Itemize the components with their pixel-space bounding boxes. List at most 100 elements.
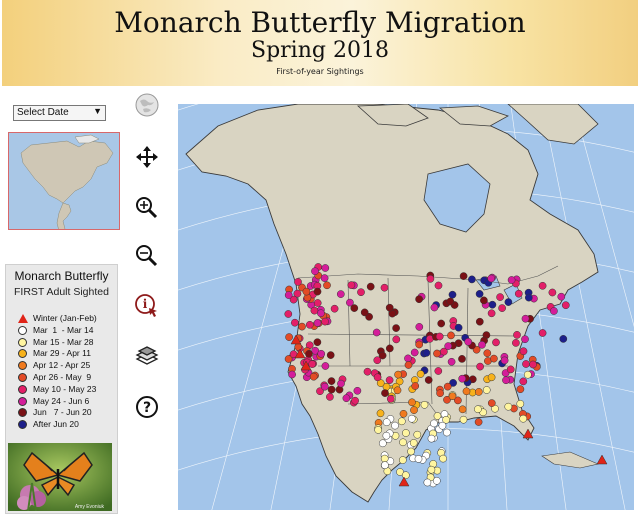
sighting-marker[interactable]: [478, 340, 486, 349]
date-select[interactable]: Select Date ▼: [13, 105, 106, 121]
sighting-marker[interactable]: [373, 356, 382, 365]
sighting-marker[interactable]: [443, 395, 451, 404]
sighting-marker[interactable]: [321, 264, 330, 272]
sighting-marker[interactable]: [393, 386, 402, 395]
sighting-marker[interactable]: [320, 382, 329, 391]
sighting-marker[interactable]: [378, 439, 387, 448]
sighting-marker[interactable]: [512, 339, 520, 347]
sighting-marker[interactable]: [294, 343, 303, 351]
sighting-marker[interactable]: [475, 317, 484, 326]
sighting-marker[interactable]: [475, 290, 484, 298]
sighting-marker[interactable]: [487, 399, 496, 407]
sighting-marker[interactable]: [521, 335, 529, 344]
sighting-marker[interactable]: [513, 331, 521, 339]
info-icon[interactable]: i: [134, 293, 160, 319]
sighting-marker[interactable]: [410, 348, 419, 357]
sighting-marker[interactable]: [293, 289, 302, 298]
sighting-marker[interactable]: [415, 295, 423, 304]
sighting-marker[interactable]: [385, 376, 394, 384]
sighting-marker[interactable]: [310, 306, 319, 315]
sighting-marker[interactable]: [422, 349, 431, 357]
sighting-marker[interactable]: [408, 398, 416, 407]
sighting-marker[interactable]: [407, 414, 416, 423]
sighting-marker[interactable]: [353, 386, 362, 395]
sighting-marker[interactable]: [342, 394, 351, 403]
sighting-marker[interactable]: [433, 349, 441, 358]
help-icon[interactable]: ?: [134, 394, 160, 420]
sighting-marker[interactable]: [289, 295, 298, 304]
winter-sighting-marker[interactable]: [398, 476, 410, 487]
sighting-marker[interactable]: [519, 377, 528, 386]
pan-icon[interactable]: [134, 144, 160, 170]
sighting-marker[interactable]: [309, 372, 318, 381]
sighting-marker[interactable]: [311, 346, 320, 355]
sighting-marker[interactable]: [313, 338, 322, 347]
sighting-marker[interactable]: [436, 389, 444, 398]
sighting-marker[interactable]: [321, 362, 330, 370]
sighting-marker[interactable]: [490, 354, 498, 363]
sighting-marker[interactable]: [373, 373, 382, 382]
sighting-marker[interactable]: [316, 387, 324, 396]
winter-sighting-marker[interactable]: [290, 334, 302, 345]
sighting-marker[interactable]: [396, 468, 404, 476]
sighting-marker[interactable]: [320, 274, 329, 282]
sighting-marker[interactable]: [426, 274, 435, 283]
sighting-marker[interactable]: [458, 405, 467, 414]
sighting-marker[interactable]: [288, 370, 296, 379]
sighting-marker[interactable]: [474, 388, 483, 396]
sighting-marker[interactable]: [350, 304, 359, 312]
sighting-marker[interactable]: [444, 342, 453, 350]
sighting-marker[interactable]: [404, 361, 413, 369]
sighting-marker[interactable]: [459, 272, 468, 280]
sighting-marker[interactable]: [430, 419, 438, 428]
sighting-marker[interactable]: [538, 281, 547, 290]
sighting-marker[interactable]: [522, 360, 530, 368]
sighting-marker[interactable]: [294, 278, 302, 286]
sighting-marker[interactable]: [438, 421, 447, 430]
winter-sighting-marker[interactable]: [294, 348, 306, 359]
sighting-marker[interactable]: [524, 293, 533, 302]
sighting-marker[interactable]: [394, 370, 402, 379]
sighting-marker[interactable]: [411, 382, 420, 390]
sighting-marker[interactable]: [360, 308, 369, 317]
sighting-marker[interactable]: [321, 317, 329, 326]
sighting-marker[interactable]: [402, 429, 410, 437]
sighting-marker[interactable]: [514, 289, 523, 298]
sighting-marker[interactable]: [313, 299, 322, 307]
sighting-marker[interactable]: [464, 337, 473, 346]
sighting-marker[interactable]: [374, 426, 383, 434]
sighting-marker[interactable]: [462, 387, 471, 396]
sighting-marker[interactable]: [327, 385, 336, 394]
sighting-marker[interactable]: [516, 385, 525, 394]
globe-icon[interactable]: [134, 92, 160, 118]
zoom-out-icon[interactable]: [134, 243, 160, 269]
sighting-marker[interactable]: [311, 267, 319, 276]
sighting-marker[interactable]: [504, 298, 513, 306]
sighting-marker[interactable]: [507, 276, 516, 284]
winter-sighting-marker[interactable]: [522, 428, 534, 439]
sighting-marker[interactable]: [410, 406, 418, 414]
sighting-marker[interactable]: [440, 347, 448, 356]
sighting-marker[interactable]: [424, 376, 433, 384]
sighting-marker[interactable]: [423, 478, 432, 487]
sighting-marker[interactable]: [415, 323, 424, 331]
sighting-marker[interactable]: [483, 349, 492, 358]
sighting-marker[interactable]: [330, 304, 339, 313]
sighting-marker[interactable]: [404, 354, 412, 363]
overview-map[interactable]: [8, 132, 120, 230]
sighting-marker[interactable]: [357, 288, 365, 297]
sighting-marker[interactable]: [381, 389, 389, 397]
sighting-marker[interactable]: [448, 392, 457, 401]
sighting-marker[interactable]: [382, 431, 391, 440]
sighting-marker[interactable]: [284, 310, 293, 318]
sighting-marker[interactable]: [409, 439, 418, 447]
sighting-marker[interactable]: [439, 454, 447, 463]
sighting-marker[interactable]: [285, 333, 293, 341]
sighting-marker[interactable]: [347, 281, 356, 289]
sighting-marker[interactable]: [468, 275, 476, 284]
layers-icon[interactable]: [134, 343, 160, 369]
sighting-marker[interactable]: [317, 309, 325, 318]
sighting-marker[interactable]: [308, 360, 317, 368]
sighting-marker[interactable]: [327, 377, 336, 385]
sighting-marker[interactable]: [443, 382, 452, 391]
